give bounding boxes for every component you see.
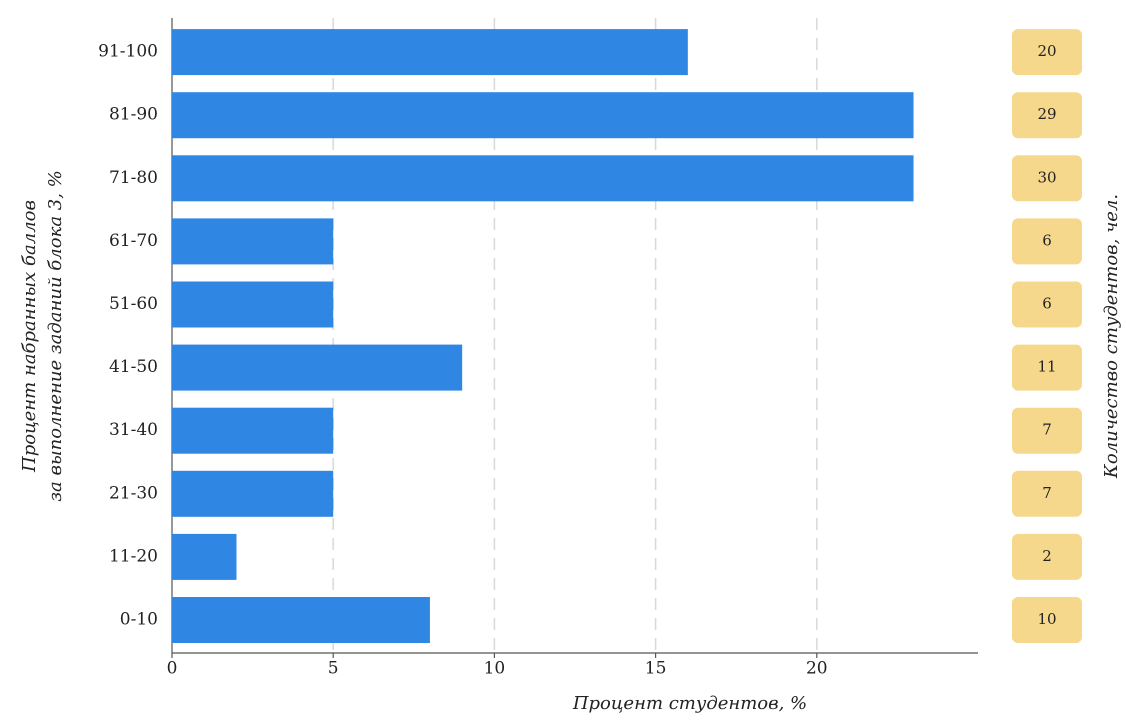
bar <box>172 597 430 643</box>
count-box <box>1012 218 1082 265</box>
x-tick-label: 20 <box>806 659 828 679</box>
count-label: 29 <box>1037 105 1056 123</box>
y-tick-label: 11-20 <box>109 546 158 566</box>
y-axis-title: Процент набранных баллов <box>19 200 40 473</box>
x-tick-label: 10 <box>484 659 506 679</box>
bar <box>172 407 334 454</box>
count-label: 10 <box>1037 610 1056 628</box>
y-tick-label: 91-100 <box>98 42 158 62</box>
y-tick-label: 31-40 <box>109 420 158 440</box>
bar <box>172 533 237 580</box>
count-box <box>1012 29 1082 76</box>
x-tick-label: 5 <box>328 659 339 679</box>
count-label: 6 <box>1042 231 1052 249</box>
counts-axis-title: Количество студентов, чел. <box>1101 194 1122 479</box>
y-tick-label: 81-90 <box>109 105 158 125</box>
y-tick-label: 0-10 <box>120 610 158 630</box>
y-tick-label: 51-60 <box>109 294 158 314</box>
count-box <box>1012 92 1082 139</box>
count-box <box>1012 344 1082 391</box>
x-tick-label: 0 <box>167 659 178 679</box>
bar <box>172 344 463 391</box>
bar <box>172 218 334 265</box>
count-label: 30 <box>1037 168 1056 186</box>
y-axis-title: за выполнение заданий блока 3, % <box>45 170 66 502</box>
count-box <box>1012 281 1082 328</box>
bar <box>172 92 914 139</box>
count-label: 20 <box>1037 42 1056 60</box>
x-tick-label: 15 <box>645 659 667 679</box>
count-box <box>1012 155 1082 202</box>
count-label: 6 <box>1042 295 1052 313</box>
bar <box>172 470 334 517</box>
y-tick-label: 61-70 <box>109 231 158 251</box>
bar <box>172 155 914 202</box>
count-label: 11 <box>1037 358 1056 376</box>
x-axis-title: Процент студентов, % <box>572 693 807 714</box>
y-tick-label: 71-80 <box>109 168 158 188</box>
count-label: 7 <box>1042 421 1052 439</box>
count-box <box>1012 597 1082 643</box>
count-label: 7 <box>1042 484 1052 502</box>
bar <box>172 29 688 76</box>
y-tick-label: 41-50 <box>109 357 158 377</box>
count-label: 2 <box>1042 547 1052 565</box>
y-tick-label: 21-30 <box>109 483 158 503</box>
bar <box>172 281 334 328</box>
count-box <box>1012 407 1082 454</box>
count-box <box>1012 533 1082 580</box>
count-box <box>1012 470 1082 517</box>
